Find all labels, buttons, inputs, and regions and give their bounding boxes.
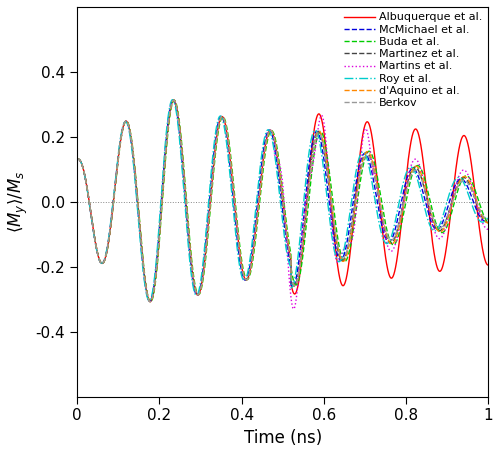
d'Aquino et al. <box>381 222 387 227</box>
Martinez et al. <box>232 200 237 205</box>
d'Aquino et al. <box>232 196 237 201</box>
Martinez et al. <box>147 299 153 304</box>
Martins et al. <box>342 245 347 250</box>
Roy et al. <box>149 292 155 298</box>
Martins et al. <box>290 306 296 312</box>
Martins et al. <box>149 296 155 302</box>
Line: Berkov: Berkov <box>77 100 488 301</box>
Berkov <box>147 299 153 304</box>
Line: Martins et al.: Martins et al. <box>77 100 488 309</box>
Buda et al. <box>232 190 237 195</box>
Martins et al. <box>321 120 327 125</box>
Legend: Albuquerque et al., McMichael et al., Buda et al., Martinez et al., Martins et a: Albuquerque et al., McMichael et al., Bu… <box>342 10 485 110</box>
Martins et al. <box>74 157 80 163</box>
Albuquerque et al. <box>321 129 327 134</box>
Martinez et al. <box>74 157 80 163</box>
Roy et al. <box>170 97 175 103</box>
Roy et al. <box>381 238 387 243</box>
Berkov <box>170 98 176 103</box>
Berkov <box>412 168 418 173</box>
McMichael et al. <box>412 168 418 173</box>
Martins et al. <box>232 199 237 204</box>
McMichael et al. <box>321 156 327 162</box>
Martinez et al. <box>381 225 387 230</box>
d'Aquino et al. <box>485 220 491 226</box>
Berkov <box>321 145 327 150</box>
Martins et al. <box>412 157 418 162</box>
X-axis label: Time (ns): Time (ns) <box>244 429 322 447</box>
McMichael et al. <box>485 217 491 222</box>
Buda et al. <box>74 157 80 163</box>
Martins et al. <box>381 228 387 234</box>
Buda et al. <box>342 259 347 264</box>
Albuquerque et al. <box>149 296 155 302</box>
McMichael et al. <box>146 298 152 304</box>
McMichael et al. <box>74 157 80 163</box>
Buda et al. <box>485 220 491 226</box>
Line: d'Aquino et al.: d'Aquino et al. <box>77 100 488 301</box>
Roy et al. <box>412 170 418 176</box>
Berkov <box>74 157 80 163</box>
Buda et al. <box>412 164 418 170</box>
Berkov <box>232 200 237 205</box>
Line: Roy et al.: Roy et al. <box>77 100 488 301</box>
Roy et al. <box>321 168 327 173</box>
Martinez et al. <box>321 146 327 151</box>
Berkov <box>149 296 155 302</box>
d'Aquino et al. <box>321 142 327 148</box>
Albuquerque et al. <box>485 262 491 268</box>
Roy et al. <box>146 298 152 304</box>
Albuquerque et al. <box>381 243 387 248</box>
Roy et al. <box>342 244 347 249</box>
Buda et al. <box>321 136 327 141</box>
Y-axis label: $\langle M_y\rangle/M_s$: $\langle M_y\rangle/M_s$ <box>7 171 30 233</box>
Martinez et al. <box>412 164 418 170</box>
McMichael et al. <box>342 250 347 256</box>
Buda et al. <box>148 299 154 305</box>
Line: Martinez et al.: Martinez et al. <box>77 100 488 301</box>
Berkov <box>342 254 347 260</box>
Martinez et al. <box>149 296 155 302</box>
Albuquerque et al. <box>412 126 418 132</box>
Line: Albuquerque et al.: Albuquerque et al. <box>77 100 488 301</box>
Albuquerque et al. <box>74 157 80 163</box>
Albuquerque et al. <box>342 281 347 286</box>
Martinez et al. <box>342 256 347 262</box>
Albuquerque et al. <box>147 299 153 304</box>
d'Aquino et al. <box>412 163 418 169</box>
d'Aquino et al. <box>148 299 154 304</box>
Martinez et al. <box>170 98 176 103</box>
Berkov <box>381 221 387 227</box>
Buda et al. <box>149 298 155 303</box>
Line: McMichael et al.: McMichael et al. <box>77 100 488 301</box>
Roy et al. <box>232 219 237 224</box>
d'Aquino et al. <box>149 297 155 302</box>
Martins et al. <box>485 227 491 232</box>
Albuquerque et al. <box>170 98 176 103</box>
McMichael et al. <box>170 97 176 103</box>
Martins et al. <box>170 98 176 103</box>
Berkov <box>485 217 491 222</box>
McMichael et al. <box>232 209 237 215</box>
Buda et al. <box>381 213 387 219</box>
Roy et al. <box>74 157 80 163</box>
d'Aquino et al. <box>342 257 347 263</box>
McMichael et al. <box>381 232 387 237</box>
Roy et al. <box>485 214 491 219</box>
Buda et al. <box>172 98 177 103</box>
McMichael et al. <box>149 295 155 300</box>
d'Aquino et al. <box>171 98 177 103</box>
d'Aquino et al. <box>74 157 80 163</box>
Martinez et al. <box>485 220 491 225</box>
Line: Buda et al.: Buda et al. <box>77 100 488 302</box>
Albuquerque et al. <box>232 200 237 205</box>
